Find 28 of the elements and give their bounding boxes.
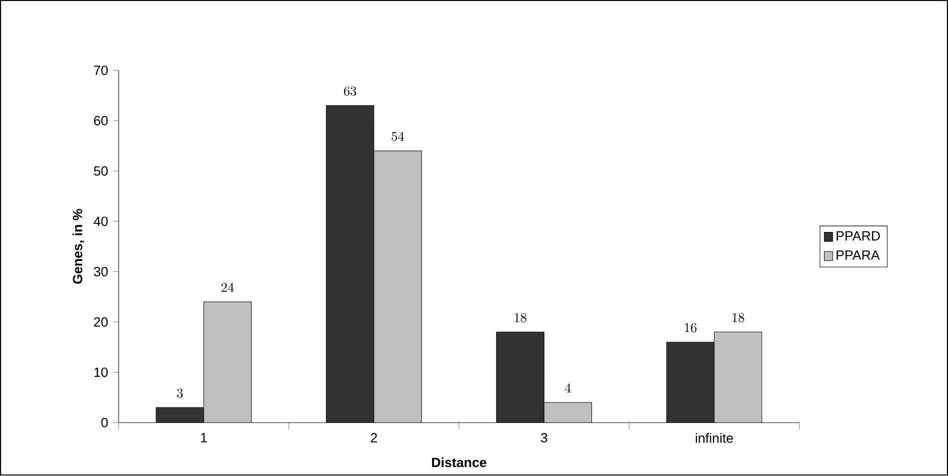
y-tick-label: 60 [94, 116, 108, 126]
bar [204, 302, 252, 423]
data-label: 54 [392, 132, 404, 142]
y-tick-label: 20 [94, 317, 108, 327]
bar [374, 151, 422, 423]
y-tick-label: 50 [94, 166, 108, 176]
y-tick-label: 40 [94, 216, 108, 226]
x-tick-label: infinite [696, 433, 733, 444]
legend-label: PPARA [836, 250, 880, 260]
bar [714, 332, 762, 423]
y-axis-title: Genes, in % [72, 209, 84, 284]
data-label: 63 [344, 86, 356, 96]
y-tick-label: 0 [101, 418, 108, 428]
data-label: 3 [177, 388, 183, 398]
y-tick-label: 10 [94, 368, 108, 378]
bar [544, 402, 592, 423]
data-label: 24 [222, 282, 234, 292]
data-label: 18 [514, 313, 526, 323]
data-label: 16 [684, 323, 697, 333]
x-tick-label: 3 [540, 433, 548, 443]
x-axis-title: Distance [432, 458, 486, 468]
y-tick-label: 30 [94, 267, 108, 277]
x-tick-label: 2 [370, 433, 377, 443]
y-tick-label: 70 [94, 66, 108, 76]
data-label: 18 [732, 313, 744, 323]
legend-label: PPARD [836, 232, 880, 241]
data-label: 4 [564, 384, 571, 393]
x-tick-label: 1 [201, 433, 207, 442]
